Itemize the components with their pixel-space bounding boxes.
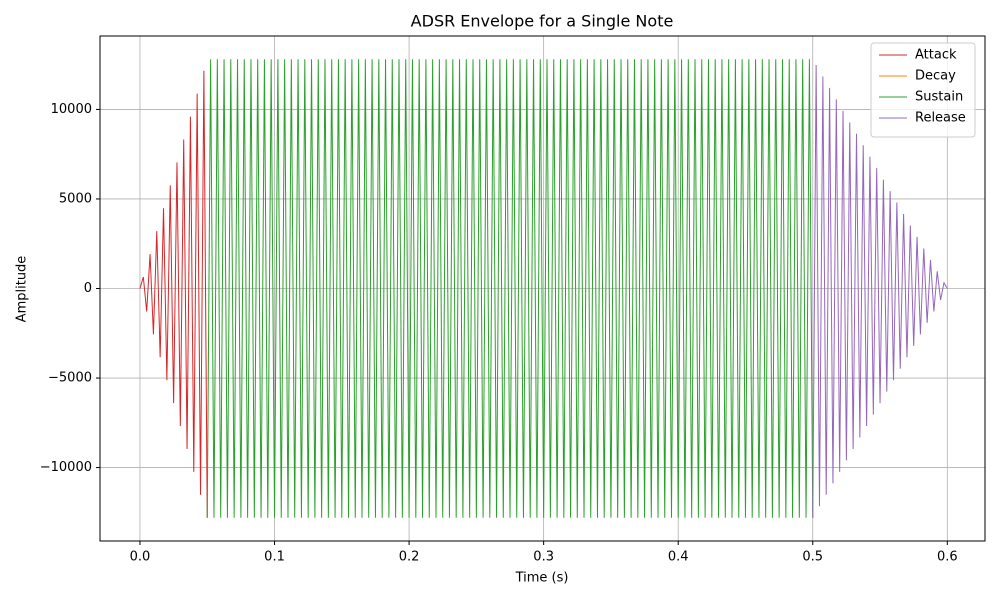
y-tick-label: −10000 (40, 460, 92, 475)
x-tick-label: 0.4 (668, 550, 689, 565)
x-axis-label: Time (s) (515, 571, 569, 586)
axes: 0.0 0.1 0.2 0.3 0.4 0.5 0.6 −10000 −5000 0 5000 100… (40, 102, 958, 565)
series-line (139, 70, 208, 518)
x-tick-label: 0.0 (130, 550, 151, 565)
x-tick-label: 0.3 (533, 550, 554, 565)
series-line (812, 65, 948, 518)
plot-area (139, 59, 948, 518)
x-tick-label: 0.2 (399, 550, 420, 565)
legend-label: Sustain (915, 90, 963, 105)
x-tick-label: 0.6 (937, 550, 958, 565)
y-tick-label: 5000 (59, 191, 92, 206)
legend-box (870, 42, 976, 138)
y-tick-label: 0 (84, 281, 92, 296)
x-tick-label: 0.5 (802, 550, 823, 565)
chart-title: ADSR Envelope for a Single Note (411, 12, 674, 31)
legend-label: Attack (915, 48, 957, 63)
legend: Attack Decay Sustain Release (870, 42, 976, 138)
y-tick-label: 10000 (51, 102, 92, 117)
series-line (206, 59, 814, 518)
y-tick-label: −5000 (48, 371, 92, 386)
x-tick-label: 0.1 (264, 550, 285, 565)
legend-label: Decay (915, 69, 956, 84)
legend-label: Release (915, 111, 966, 126)
y-axis-label: Amplitude (15, 256, 30, 323)
